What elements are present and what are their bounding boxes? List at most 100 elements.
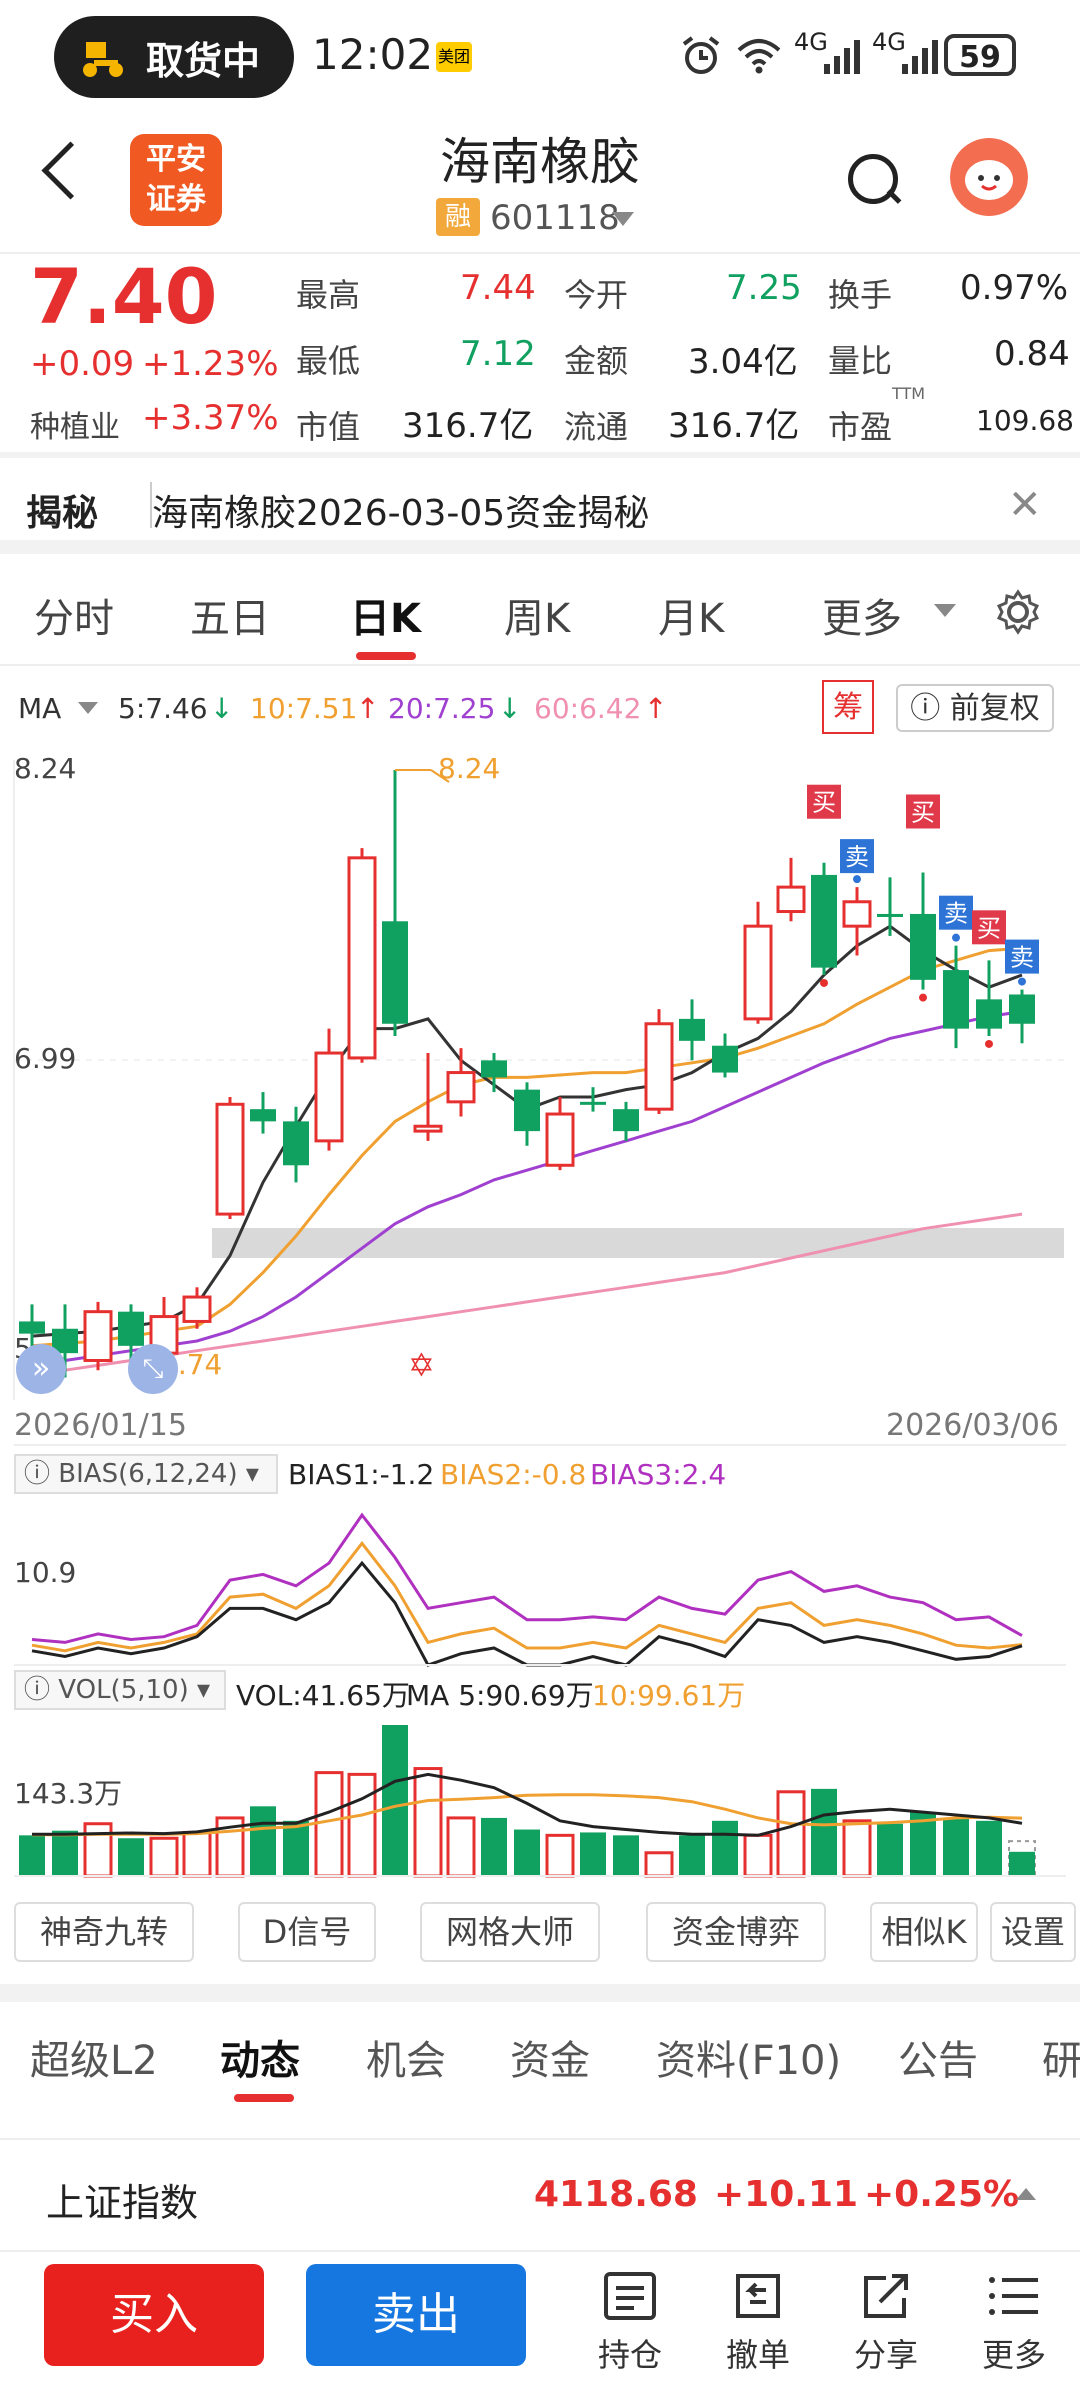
cancel-order-icon[interactable] xyxy=(728,2270,788,2322)
vol-axis-label: 143.3万 xyxy=(14,1777,123,1810)
low-label: 最低 xyxy=(296,342,361,380)
share-icon[interactable] xyxy=(856,2270,916,2322)
tab-news[interactable]: 动态 xyxy=(220,2038,300,2084)
ma-label[interactable]: MA xyxy=(18,692,62,725)
tab-opportunity[interactable]: 机会 xyxy=(366,2038,446,2084)
delivery-scooter-icon xyxy=(83,42,123,77)
volume-bar-down xyxy=(118,1838,144,1876)
tab-monthly-k[interactable]: 月K xyxy=(658,596,725,642)
volume-bar-up xyxy=(743,1833,773,1878)
candle-body-up xyxy=(149,1315,179,1355)
ma60-arrow-up-icon: ↑ xyxy=(644,692,668,725)
volume-bar-up xyxy=(413,1767,443,1878)
vol-ma5-line xyxy=(32,1772,1023,1837)
index-change: +10.11 xyxy=(714,2174,859,2215)
buy-signal-tag xyxy=(807,784,841,819)
current-price: 7.40 xyxy=(30,252,218,341)
sector-name[interactable]: 种植业 xyxy=(30,410,120,445)
candle-body-up xyxy=(743,924,773,1021)
close-icon[interactable]: ✕ xyxy=(1008,482,1042,528)
turnover-label: 换手 xyxy=(828,276,893,314)
chevron-down-icon[interactable] xyxy=(612,212,634,226)
reveal-tag: 揭秘 xyxy=(26,493,99,534)
holdings-label[interactable]: 持仓 xyxy=(597,2336,662,2374)
index-ticker[interactable]: 上证指数 4118.68 +10.11 +0.25% xyxy=(0,2138,1080,2252)
tool-grid-master[interactable]: 网格大师 xyxy=(420,1902,600,1962)
event-star-icon[interactable]: ✡ xyxy=(408,1346,435,1384)
chip-distribution-button[interactable]: 筹 xyxy=(822,680,874,734)
tool-d-signal[interactable]: D信号 xyxy=(238,1902,376,1962)
cancel-order-label[interactable]: 撤单 xyxy=(725,2336,790,2374)
holdings-icon[interactable] xyxy=(600,2270,660,2322)
candle-body-up xyxy=(446,1071,476,1104)
chevron-up-icon[interactable] xyxy=(1016,2188,1036,2200)
tool-magic-nine[interactable]: 神奇九转 xyxy=(14,1902,194,1962)
volume-bar-down xyxy=(283,1820,309,1876)
signal-dot xyxy=(1018,977,1026,986)
ma5-value: 5:7.46 xyxy=(118,692,208,725)
alarm-icon xyxy=(682,36,720,74)
sell-signal-text: 卖 xyxy=(944,900,968,928)
volume-bar-down xyxy=(514,1829,540,1876)
tool-fund-game[interactable]: 资金博弈 xyxy=(646,1902,826,1962)
active-tab-indicator xyxy=(356,652,416,660)
info-icon: ⓘ xyxy=(910,691,941,726)
adjust-mode-label: 前复权 xyxy=(949,691,1040,726)
candle-body-up xyxy=(83,1310,113,1362)
tab-research[interactable]: 研 xyxy=(1042,2038,1080,2084)
candle-body-down xyxy=(943,970,969,1029)
stock-code[interactable]: 601118 xyxy=(490,198,620,238)
candle-body-down xyxy=(613,1109,639,1132)
tab-five-day[interactable]: 五日 xyxy=(190,596,270,642)
search-icon[interactable] xyxy=(848,154,898,204)
volratio-value: 0.84 xyxy=(994,334,1070,374)
tab-more[interactable]: 更多 xyxy=(822,596,902,642)
back-chevron-icon[interactable] xyxy=(41,141,100,200)
index-value: 4118.68 xyxy=(534,2174,698,2215)
vol-indicator-selector[interactable]: ⓘ VOL(5,10) ▾ xyxy=(14,1670,226,1710)
tool-settings[interactable]: 设置 xyxy=(990,1902,1076,1962)
logo-line-1: 平安 xyxy=(146,142,206,177)
tab-weekly-k[interactable]: 周K xyxy=(504,596,571,642)
more-chevron-down-icon[interactable] xyxy=(934,604,956,617)
more-label[interactable]: 更多 xyxy=(981,2336,1046,2374)
sell-button[interactable]: 卖出 xyxy=(306,2264,526,2366)
sell-signal-text: 卖 xyxy=(845,843,869,871)
status-bar: 取货中 12:02 美团 4G 4G 59 xyxy=(0,0,1080,120)
banner-separator xyxy=(150,482,152,528)
tab-announcements[interactable]: 公告 xyxy=(898,2038,978,2084)
tab-super-l2[interactable]: 超级L2 xyxy=(30,2038,158,2084)
tab-daily-k[interactable]: 日K xyxy=(350,596,421,642)
vol-value: VOL:41.65万 xyxy=(236,1679,410,1712)
tab-intraday[interactable]: 分时 xyxy=(34,596,114,642)
buy-button[interactable]: 买入 xyxy=(44,2264,264,2366)
buy-signal-tag xyxy=(906,794,940,829)
tab-funds[interactable]: 资金 xyxy=(510,2038,590,2084)
bias-indicator-selector[interactable]: ⓘ BIAS(6,12,24) ▾ xyxy=(14,1454,278,1494)
buy-signal-text: 买 xyxy=(911,798,935,826)
assistant-avatar-icon[interactable] xyxy=(950,138,1028,216)
chevron-down-icon: ▾ xyxy=(197,1675,211,1705)
price-change: +0.09 xyxy=(30,344,135,384)
expand-double-chevron-icon[interactable]: » xyxy=(16,1344,66,1394)
candle-body-down xyxy=(118,1311,144,1346)
candle-body-down xyxy=(1009,994,1035,1024)
reveal-banner-text[interactable]: 海南橡胶2026-03-05资金揭秘 xyxy=(152,493,650,534)
adjust-mode-button[interactable]: ⓘ 前复权 xyxy=(896,684,1054,732)
ma-chevron-down-icon[interactable] xyxy=(78,702,98,714)
volume-bar-down xyxy=(19,1835,45,1876)
share-label[interactable]: 分享 xyxy=(853,2336,918,2374)
reset-zoom-icon[interactable]: ⤡ xyxy=(128,1344,178,1394)
gear-icon[interactable] xyxy=(994,588,1042,636)
volume-bar-up xyxy=(314,1771,344,1878)
tab-f10[interactable]: 资料(F10) xyxy=(656,2038,842,2084)
delivery-pill[interactable]: 取货中 xyxy=(54,16,294,98)
volume-bar-down xyxy=(877,1823,903,1876)
mktcap-label: 市值 xyxy=(296,408,361,446)
volume-bar-down xyxy=(976,1820,1002,1876)
tool-similar-k[interactable]: 相似K xyxy=(870,1902,978,1962)
pe-value: 109.68 xyxy=(976,404,1074,437)
high-label: 最高 xyxy=(296,276,361,314)
more-menu-icon[interactable] xyxy=(984,2270,1044,2322)
